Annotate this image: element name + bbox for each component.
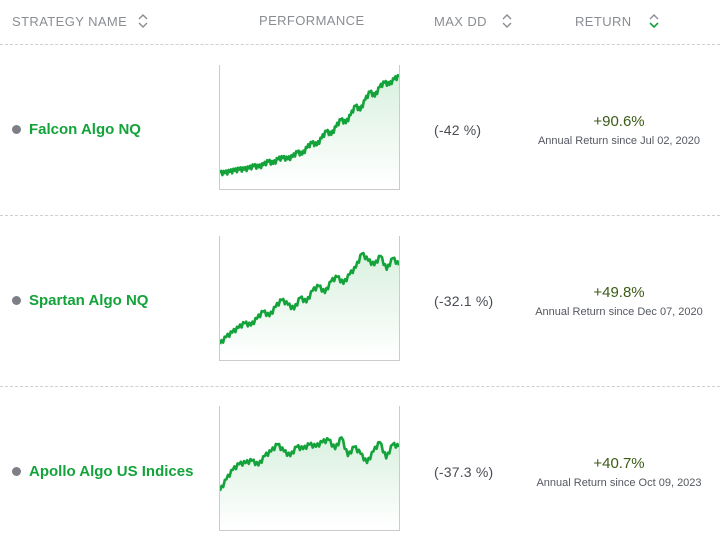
return-cell: +40.7% Annual Return since Oct 09, 2023 bbox=[522, 455, 716, 489]
max-drawdown-value: (-42 %) bbox=[434, 122, 482, 138]
sparkline-area bbox=[220, 253, 399, 358]
return-cell: +90.6% Annual Return since Jul 02, 2020 bbox=[522, 113, 716, 147]
sort-descending-active-icon[interactable] bbox=[648, 13, 660, 29]
column-header-strategy-name[interactable]: STRATEGY NAME bbox=[12, 13, 149, 29]
return-value: +49.8% bbox=[593, 284, 645, 301]
performance-sparkline bbox=[219, 406, 400, 531]
status-dot-icon bbox=[12, 296, 21, 305]
return-label: Annual Return since Dec 07, 2020 bbox=[535, 306, 703, 318]
sparkline-line bbox=[219, 251, 400, 345]
status-dot-icon bbox=[12, 125, 21, 134]
sparkline-frame bbox=[219, 236, 400, 361]
performance-sparkline bbox=[219, 236, 400, 361]
return-value: +90.6% bbox=[593, 113, 645, 130]
table-header: STRATEGY NAME PERFORMANCE MAX DD RETURN bbox=[0, 0, 720, 45]
column-header-label: RETURN bbox=[575, 13, 632, 29]
column-header-label: MAX DD bbox=[434, 13, 487, 29]
sparkline-frame bbox=[219, 65, 400, 190]
strategy-name-link[interactable]: Falcon Algo NQ bbox=[29, 121, 141, 138]
column-header-label: PERFORMANCE bbox=[259, 13, 365, 28]
table-row[interactable]: Falcon Algo NQ (-42 %) +90.6% Annual Ret… bbox=[0, 45, 720, 216]
table-row[interactable]: Apollo Algo US Indices (-37.3 %) +40.7% … bbox=[0, 387, 720, 557]
strategy-name-cell: Falcon Algo NQ bbox=[12, 121, 141, 138]
max-drawdown-value: (-37.3 %) bbox=[434, 464, 494, 480]
strategy-name-cell: Spartan Algo NQ bbox=[12, 292, 148, 309]
column-header-performance: PERFORMANCE bbox=[259, 13, 365, 28]
status-dot-icon bbox=[12, 467, 21, 476]
sort-updown-icon[interactable] bbox=[137, 13, 149, 29]
strategy-name-cell: Apollo Algo US Indices bbox=[12, 463, 193, 480]
max-drawdown-value: (-32.1 %) bbox=[434, 293, 494, 309]
strategy-name-link[interactable]: Apollo Algo US Indices bbox=[29, 463, 194, 480]
return-cell: +49.8% Annual Return since Dec 07, 2020 bbox=[522, 284, 716, 318]
sparkline-frame bbox=[219, 406, 400, 531]
performance-sparkline bbox=[219, 65, 400, 190]
column-header-label: STRATEGY NAME bbox=[12, 13, 128, 29]
column-header-max-dd[interactable]: MAX DD bbox=[434, 13, 513, 29]
return-label: Annual Return since Jul 02, 2020 bbox=[537, 135, 701, 147]
strategy-name-link[interactable]: Spartan Algo NQ bbox=[29, 292, 149, 309]
return-value: +40.7% bbox=[593, 455, 645, 472]
sort-updown-icon[interactable] bbox=[501, 13, 513, 29]
table-row[interactable]: Spartan Algo NQ (-32.1 %) +49.8% Annual … bbox=[0, 216, 720, 387]
sparkline-line bbox=[219, 436, 400, 492]
return-label: Annual Return since Oct 09, 2023 bbox=[536, 477, 702, 489]
sparkline-area bbox=[220, 75, 399, 187]
sparkline-area bbox=[220, 437, 399, 528]
sparkline-line bbox=[219, 73, 400, 177]
column-header-return[interactable]: RETURN bbox=[575, 13, 660, 29]
